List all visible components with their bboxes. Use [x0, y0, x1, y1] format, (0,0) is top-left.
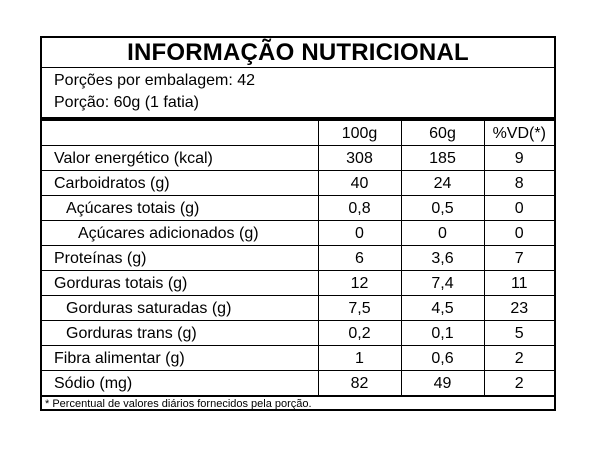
value-100g: 0 — [317, 220, 401, 246]
value-60g: 0,6 — [400, 345, 484, 371]
row-name: Gorduras totais (g) — [42, 270, 318, 296]
thick-divider — [42, 117, 554, 121]
table-row-added-sugars: Açúcares adicionados (g) 0 0 0 — [42, 220, 554, 246]
column-header-60g: 60g — [400, 121, 484, 146]
value-100g: 1 — [317, 345, 401, 371]
row-name: Gorduras saturadas (g) — [42, 295, 318, 321]
table-header-row: 100g 60g %VD(*) — [42, 121, 554, 146]
value-100g: 6 — [317, 245, 401, 271]
value-100g: 12 — [317, 270, 401, 296]
header-empty-cell — [42, 121, 318, 146]
row-name: Valor energético (kcal) — [42, 145, 318, 171]
table-row-sodium: Sódio (mg) 82 49 2 — [42, 370, 554, 395]
value-60g: 0,1 — [400, 320, 484, 346]
value-vd: 7 — [483, 245, 554, 271]
value-vd: 2 — [483, 370, 554, 395]
value-60g: 7,4 — [400, 270, 484, 296]
value-vd: 2 — [483, 345, 554, 371]
value-vd: 5 — [483, 320, 554, 346]
value-100g: 40 — [317, 170, 401, 196]
value-100g: 0,8 — [317, 195, 401, 221]
column-header-100g: 100g — [317, 121, 401, 146]
value-60g: 0 — [400, 220, 484, 246]
table-row-dietary-fiber: Fibra alimentar (g) 1 0,6 2 — [42, 345, 554, 371]
table-row-trans-fat: Gorduras trans (g) 0,2 0,1 5 — [42, 320, 554, 346]
serving-size: Porção: 60g (1 fatia) — [54, 94, 199, 111]
servings-per-package: Porções por embalagem: 42 — [54, 72, 255, 89]
row-name: Carboidratos (g) — [42, 170, 318, 196]
value-100g: 82 — [317, 370, 401, 395]
row-name: Sódio (mg) — [54, 374, 133, 392]
value-100g: 7,5 — [317, 295, 401, 321]
value-100g: 0,2 — [317, 320, 401, 346]
row-name: Açúcares adicionados (g) — [42, 220, 318, 246]
value-60g: 4,5 — [400, 295, 484, 321]
table-row-total-fat: Gorduras totais (g) 12 7,4 11 — [42, 270, 554, 296]
nutrition-facts-label: INFORMAÇÃO NUTRICIONAL Porções por embal… — [40, 36, 556, 411]
bottom-divider — [42, 395, 554, 397]
table-row-saturated-fat: Gorduras saturadas (g) 7,5 4,5 23 — [42, 295, 554, 321]
footnote: * Percentual de valores diários fornecid… — [45, 398, 312, 410]
row-name: Açúcares totais (g) — [42, 195, 318, 221]
value-60g: 24 — [400, 170, 484, 196]
table-row-energy: Valor energético (kcal) 308 185 9 — [42, 145, 554, 171]
value-vd: 9 — [483, 145, 554, 171]
value-100g: 308 — [317, 145, 401, 171]
value-60g: 3,6 — [400, 245, 484, 271]
value-vd: 8 — [483, 170, 554, 196]
row-name: Proteínas (g) — [42, 245, 318, 271]
table-row-proteins: Proteínas (g) 6 3,6 7 — [42, 245, 554, 271]
value-60g: 0,5 — [400, 195, 484, 221]
row-name: Gorduras trans (g) — [42, 320, 318, 346]
title-divider — [42, 67, 554, 68]
value-60g: 185 — [400, 145, 484, 171]
value-vd: 0 — [483, 195, 554, 221]
column-header-vd: %VD(*) — [483, 121, 554, 146]
value-vd: 0 — [483, 220, 554, 246]
label-title: INFORMAÇÃO NUTRICIONAL — [127, 39, 469, 66]
nutrition-table: 100g 60g %VD(*) Valor energético (kcal) … — [42, 121, 554, 395]
value-vd: 23 — [483, 295, 554, 321]
table-row-total-sugars: Açúcares totais (g) 0,8 0,5 0 — [42, 195, 554, 221]
row-name: Fibra alimentar (g) — [42, 345, 318, 371]
value-vd: 11 — [483, 270, 554, 296]
table-row-carbohydrates: Carboidratos (g) 40 24 8 — [42, 170, 554, 196]
value-60g: 49 — [400, 370, 484, 395]
